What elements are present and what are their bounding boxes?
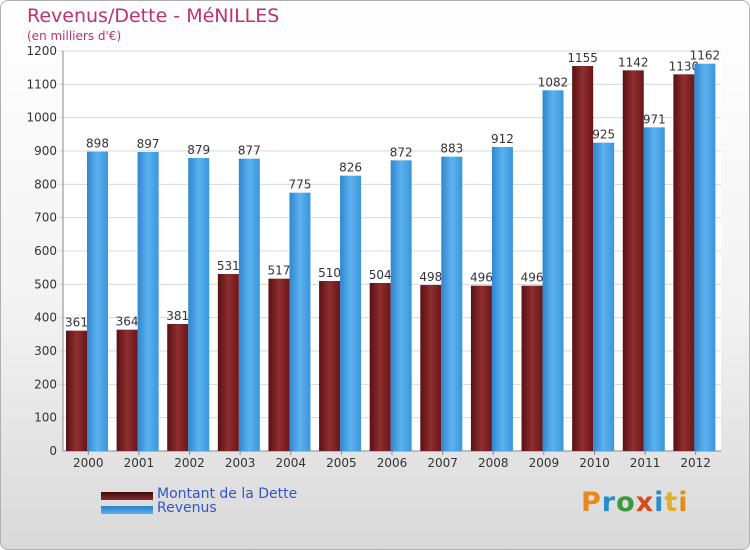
bar-dette	[470, 285, 492, 451]
proxiti-logo: Proxiti	[581, 487, 689, 518]
bar-revenus	[441, 156, 463, 451]
bar-revenus	[340, 175, 362, 451]
data-label-revenus: 897	[137, 137, 160, 151]
bar-revenus	[643, 127, 665, 451]
data-label-dette: 1155	[567, 51, 598, 65]
y-tick-label: 600	[34, 244, 57, 258]
x-tick-label: 2000	[73, 456, 104, 470]
data-label-dette: 1142	[618, 55, 649, 69]
legend-label-dette: Montant de la Dette	[157, 486, 298, 502]
data-label-revenus: 912	[491, 132, 514, 146]
data-label-revenus: 872	[390, 145, 413, 159]
bar-revenus	[188, 158, 210, 451]
bar-revenus	[694, 63, 716, 452]
x-tick-label: 2003	[225, 456, 256, 470]
data-label-dette: 504	[369, 268, 392, 282]
data-label-dette: 517	[268, 264, 291, 278]
y-tick-label: 900	[34, 144, 57, 158]
bar-revenus	[593, 142, 615, 451]
data-label-revenus: 971	[643, 112, 666, 126]
x-tick-label: 2004	[275, 456, 306, 470]
y-tick-label: 800	[34, 177, 57, 191]
bar-dette	[521, 285, 543, 451]
bar-dette	[217, 274, 239, 451]
data-label-revenus: 898	[86, 137, 109, 151]
data-label-dette: 496	[521, 271, 544, 285]
legend-swatch-dette	[101, 492, 153, 500]
data-label-revenus: 877	[238, 144, 261, 158]
y-tick-label: 500	[34, 277, 57, 291]
y-tick-label: 100	[34, 411, 57, 425]
data-label-dette: 381	[166, 309, 189, 323]
x-tick-label: 2007	[427, 456, 458, 470]
data-label-revenus: 1162	[690, 49, 721, 63]
data-label-revenus: 879	[187, 143, 210, 157]
y-tick-label: 1100	[26, 77, 57, 91]
x-tick-label: 2011	[630, 456, 661, 470]
bar-revenus	[390, 160, 412, 452]
data-label-dette: 361	[65, 316, 88, 330]
y-tick-label: 400	[34, 311, 57, 325]
bar-dette	[572, 66, 594, 451]
data-label-dette: 498	[419, 270, 442, 284]
data-label-dette: 496	[470, 271, 493, 285]
bar-revenus	[491, 147, 513, 451]
y-tick-label: 300	[34, 344, 57, 358]
x-tick-label: 2008	[478, 456, 509, 470]
bar-dette	[167, 324, 189, 451]
x-tick-label: 2012	[680, 456, 711, 470]
bar-revenus	[87, 151, 108, 451]
y-tick-label: 200	[34, 377, 57, 391]
chart-subtitle: (en milliers d'€)	[27, 29, 122, 43]
bar-dette	[116, 329, 138, 451]
legend-label-revenus: Revenus	[157, 500, 217, 516]
x-tick-label: 2001	[124, 456, 155, 470]
data-label-revenus: 883	[440, 142, 463, 156]
bar-dette	[420, 285, 442, 451]
y-tick-label: 1200	[26, 44, 57, 58]
chart-title: Revenus/Dette - MéNILLES	[27, 5, 280, 27]
y-tick-label: 700	[34, 211, 57, 225]
data-label-revenus: 1082	[538, 75, 569, 89]
y-tick-label: 1000	[26, 111, 57, 125]
data-label-revenus: 775	[289, 178, 312, 192]
x-tick-label: 2005	[326, 456, 357, 470]
x-tick-label: 2010	[579, 456, 610, 470]
bar-revenus	[542, 90, 564, 451]
x-tick-label: 2009	[529, 456, 560, 470]
bar-dette	[622, 70, 644, 451]
data-label-dette: 531	[217, 259, 240, 273]
data-label-revenus: 925	[592, 128, 615, 142]
bar-revenus	[289, 192, 311, 451]
x-tick-label: 2002	[174, 456, 205, 470]
bar-revenus	[137, 152, 159, 451]
y-tick-label: 0	[49, 444, 57, 458]
bar-dette	[673, 74, 695, 451]
data-label-revenus: 826	[339, 161, 362, 175]
data-label-dette: 364	[116, 315, 139, 329]
bar-dette	[268, 278, 290, 451]
legend-swatch-revenus	[101, 506, 153, 514]
data-label-dette: 510	[318, 266, 341, 280]
bar-revenus	[238, 158, 260, 451]
x-tick-label: 2006	[377, 456, 408, 470]
bar-dette	[319, 281, 341, 451]
data-label-dette: 1130	[669, 59, 700, 73]
bar-dette	[66, 330, 87, 451]
bar-dette	[369, 283, 391, 451]
